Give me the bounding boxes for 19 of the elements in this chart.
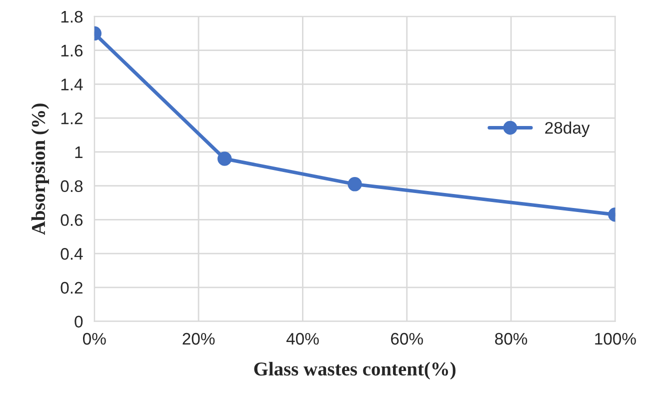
y-tick-label: 0.6 <box>60 214 83 226</box>
y-tick-label: 1.6 <box>61 44 83 57</box>
y-axis-title: Absorpsion (%) <box>31 104 50 235</box>
x-tick-label: 0% <box>83 332 106 345</box>
y-tick-label: 1.2 <box>61 112 82 124</box>
y-tick-label: 0.8 <box>60 180 83 192</box>
y-tick-label: 0.2 <box>60 282 82 294</box>
x-tick-label: 20% <box>182 332 215 345</box>
y-tick-label: 0 <box>74 316 83 328</box>
x-tick-label: 100% <box>595 332 636 345</box>
y-tick-label: 1.8 <box>61 10 83 23</box>
y-tick-label: 1.4 <box>61 78 83 90</box>
x-axis-title: Glass wastes content(%) <box>254 362 456 380</box>
x-tick-label: 60% <box>391 332 423 345</box>
y-tick-label: 0.4 <box>60 248 83 260</box>
y-tick-label: 1 <box>75 146 82 158</box>
legend-label: 28day <box>545 122 590 138</box>
x-tick-label: 80% <box>495 332 528 345</box>
x-tick-label: 40% <box>286 332 319 345</box>
